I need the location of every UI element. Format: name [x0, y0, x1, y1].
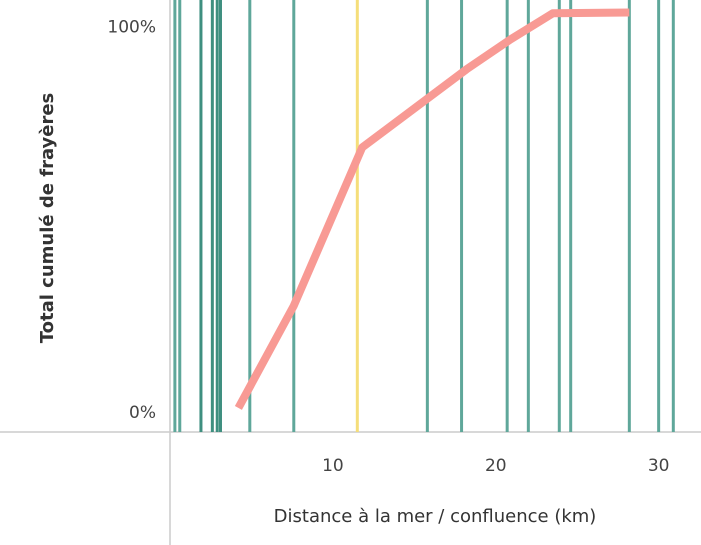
x-tick-label: 10	[322, 456, 344, 476]
y-axis-title: Total cumulé de frayères	[37, 93, 58, 344]
y-tick-label: 0%	[129, 403, 156, 423]
y-tick-label: 100%	[107, 17, 156, 37]
x-axis-title: Distance à la mer / confluence (km)	[274, 506, 597, 527]
data-line	[234, 8, 630, 410]
x-tick-label: 30	[648, 456, 670, 476]
x-tick-label: 20	[485, 456, 507, 476]
